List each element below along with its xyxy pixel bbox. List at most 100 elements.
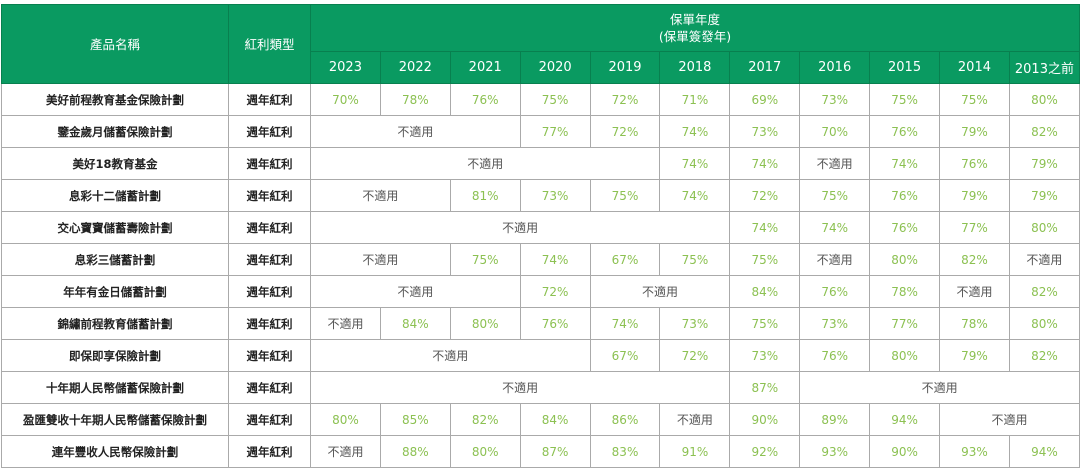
bonus-ratio-cell: 80% bbox=[869, 339, 941, 372]
table-row: 年年有金日儲蓄計劃 週年紅利 不適用 72% 不適用 84% 76% 78% 不適用 82% bbox=[1, 275, 1080, 308]
not-applicable-cell: 不適用 bbox=[310, 243, 451, 276]
table-row: 息彩三儲蓄計劃 週年紅利 不適用 75% 74% 67% 75% 75% 不適用 80% 82% 不適… bbox=[1, 243, 1080, 276]
bonus-ratio-cell: 72% bbox=[659, 339, 731, 372]
bonus-ratio-cell: 78% bbox=[379, 83, 451, 116]
bonus-ratio-cell: 76% bbox=[939, 147, 1010, 180]
bonus-ratio-cell: 82% bbox=[939, 243, 1010, 276]
bonus-ratio-cell: 87% bbox=[519, 435, 591, 468]
product-name: 十年期人民幣儲蓄保險計劃 bbox=[1, 371, 229, 404]
bonus-ratio-cell: 89% bbox=[799, 403, 871, 436]
bonus-ratio-cell: 74% bbox=[659, 179, 731, 212]
bonus-ratio-cell: 80% bbox=[310, 403, 381, 436]
not-applicable-cell: 不適用 bbox=[799, 243, 871, 276]
bonus-type: 週年紅利 bbox=[228, 435, 311, 468]
product-name: 交心寶寶儲蓄壽險計劃 bbox=[1, 211, 229, 244]
header-year: 2021 bbox=[449, 51, 521, 84]
bonus-ratio-cell: 75% bbox=[589, 179, 661, 212]
bonus-ratio-cell: 82% bbox=[1008, 275, 1080, 308]
policy-year-title: 保單年度 bbox=[669, 12, 720, 27]
bonus-ratio-cell: 92% bbox=[729, 435, 801, 468]
not-applicable-cell: 不適用 bbox=[309, 371, 731, 404]
bonus-ratio-cell: 75% bbox=[939, 83, 1010, 116]
bonus-type: 週年紅利 bbox=[228, 371, 311, 404]
bonus-ratio-cell: 74% bbox=[589, 307, 661, 340]
bonus-ratio-cell: 73% bbox=[659, 307, 731, 340]
header-year: 2014 bbox=[939, 51, 1010, 84]
product-name: 鑒金歲月儲蓄保險計劃 bbox=[1, 115, 229, 148]
table-row: 息彩十二儲蓄計劃 週年紅利 不適用 81% 73% 75% 74% 72% 75% 76% 79% 7… bbox=[1, 179, 1080, 212]
bonus-ratio-cell: 74% bbox=[799, 211, 871, 244]
bonus-ratio-cell: 74% bbox=[659, 147, 731, 180]
not-applicable-cell: 不適用 bbox=[310, 179, 451, 212]
bonus-ratio-cell: 76% bbox=[799, 339, 871, 372]
product-name: 息彩十二儲蓄計劃 bbox=[1, 179, 229, 212]
bonus-ratio-cell: 76% bbox=[869, 115, 941, 148]
not-applicable-cell: 不適用 bbox=[659, 403, 731, 436]
bonus-ratio-cell: 76% bbox=[869, 211, 941, 244]
bonus-ratio-cell: 94% bbox=[869, 403, 941, 436]
bonus-ratio-cell: 75% bbox=[659, 243, 731, 276]
product-name: 美好前程教育基金保險計劃 bbox=[1, 83, 229, 116]
bonus-ratio-table: 產品名稱 紅利類型 保單年度 (保單簽發年) 2023 2022 2021 2020 2… bbox=[1, 4, 1080, 468]
table-row: 即保即享保險計劃 週年紅利 不適用 67% 72% 73% 76% 80% 79% 82% bbox=[1, 339, 1080, 372]
table-row: 連年豐收人民幣保險計劃 週年紅利 不適用 88% 80% 87% 83% 91% 92% 93% 9… bbox=[1, 435, 1080, 468]
bonus-ratio-cell: 81% bbox=[449, 179, 521, 212]
not-applicable-cell: 不適用 bbox=[799, 147, 871, 180]
bonus-ratio-cell: 93% bbox=[799, 435, 871, 468]
bonus-ratio-cell: 87% bbox=[729, 371, 801, 404]
bonus-ratio-cell: 78% bbox=[869, 275, 941, 308]
bonus-type: 週年紅利 bbox=[228, 307, 311, 340]
not-applicable-cell: 不適用 bbox=[310, 275, 521, 308]
bonus-type: 週年紅利 bbox=[228, 147, 311, 180]
bonus-ratio-cell: 74% bbox=[729, 147, 801, 180]
bonus-ratio-cell: 67% bbox=[589, 243, 661, 276]
product-name: 連年豐收人民幣保險計劃 bbox=[1, 435, 229, 468]
bonus-ratio-cell: 82% bbox=[449, 403, 521, 436]
bonus-ratio-cell: 67% bbox=[589, 339, 661, 372]
header-year: 2015 bbox=[869, 51, 941, 84]
bonus-ratio-cell: 79% bbox=[939, 339, 1010, 372]
table-row: 盈匯雙收十年期人民幣儲蓄保險計劃 週年紅利 80% 85% 82% 84% 86% 不適用 90… bbox=[1, 403, 1080, 436]
not-applicable-cell: 不適用 bbox=[310, 307, 381, 340]
bonus-ratio-cell: 73% bbox=[799, 307, 871, 340]
header-year: 2016 bbox=[799, 51, 871, 84]
bonus-ratio-cell: 80% bbox=[449, 435, 521, 468]
product-name: 錦繡前程教育儲蓄計劃 bbox=[1, 307, 229, 340]
not-applicable-cell: 不適用 bbox=[939, 403, 1080, 436]
bonus-ratio-cell: 72% bbox=[589, 83, 661, 116]
bonus-ratio-cell: 78% bbox=[939, 307, 1010, 340]
bonus-ratio-cell: 79% bbox=[939, 179, 1010, 212]
bonus-ratio-cell: 70% bbox=[799, 115, 871, 148]
bonus-type: 週年紅利 bbox=[228, 275, 311, 308]
table-row: 錦繡前程教育儲蓄計劃 週年紅利 不適用 84% 80% 76% 74% 73% 75% 73% 77… bbox=[1, 307, 1080, 340]
bonus-ratio-cell: 80% bbox=[1008, 307, 1080, 340]
bonus-type: 週年紅利 bbox=[228, 83, 311, 116]
header-bonus-type: 紅利類型 bbox=[228, 4, 311, 84]
not-applicable-cell: 不適用 bbox=[799, 371, 1080, 404]
bonus-ratio-cell: 84% bbox=[729, 275, 801, 308]
bonus-type: 週年紅利 bbox=[228, 115, 311, 148]
bonus-ratio-cell: 86% bbox=[589, 403, 661, 436]
bonus-ratio-cell: 71% bbox=[659, 83, 731, 116]
policy-year-subtitle: (保單簽發年) bbox=[658, 29, 732, 44]
product-name: 息彩三儲蓄計劃 bbox=[1, 243, 229, 276]
bonus-ratio-cell: 76% bbox=[869, 179, 941, 212]
bonus-ratio-cell: 74% bbox=[869, 147, 941, 180]
bonus-ratio-cell: 72% bbox=[519, 275, 591, 308]
bonus-ratio-cell: 80% bbox=[1008, 83, 1080, 116]
bonus-ratio-cell: 79% bbox=[1008, 147, 1080, 180]
not-applicable-cell: 不適用 bbox=[939, 275, 1010, 308]
bonus-ratio-cell: 75% bbox=[449, 243, 521, 276]
product-name: 即保即享保險計劃 bbox=[1, 339, 229, 372]
bonus-ratio-cell: 90% bbox=[729, 403, 801, 436]
bonus-type: 週年紅利 bbox=[228, 211, 311, 244]
bonus-ratio-cell: 85% bbox=[379, 403, 451, 436]
bonus-ratio-cell: 75% bbox=[799, 179, 871, 212]
bonus-ratio-cell: 90% bbox=[869, 435, 941, 468]
bonus-ratio-cell: 76% bbox=[799, 275, 871, 308]
product-name: 盈匯雙收十年期人民幣儲蓄保險計劃 bbox=[1, 403, 229, 436]
bonus-ratio-cell: 74% bbox=[729, 211, 801, 244]
table-row: 十年期人民幣儲蓄保險計劃 週年紅利 不適用 87% 不適用 bbox=[1, 371, 1080, 404]
bonus-ratio-cell: 77% bbox=[939, 211, 1010, 244]
bonus-ratio-cell: 73% bbox=[799, 83, 871, 116]
